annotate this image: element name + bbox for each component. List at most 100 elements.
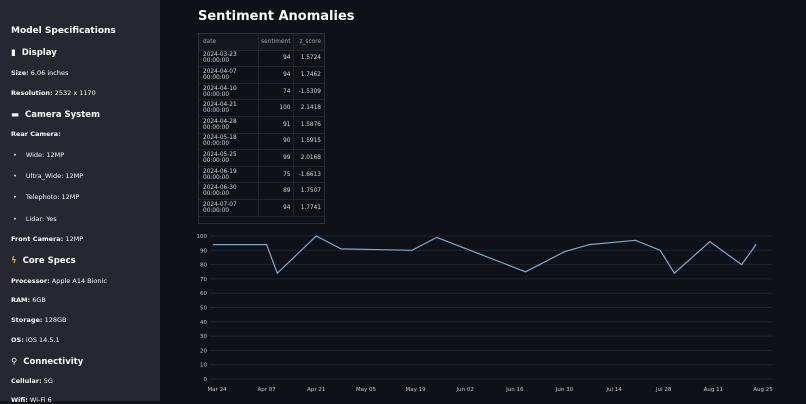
data-point — [709, 241, 711, 243]
list-item: Ultra_Wide: 12MP — [13, 172, 83, 180]
table-cell: 1.7741 — [293, 199, 324, 216]
y-tick-label: 20 — [200, 348, 207, 354]
table-row[interactable]: 2024-04-28 00:00:00 91 1.5876 — [199, 116, 324, 134]
table-cell: 1.5724 — [293, 50, 324, 67]
lightning-icon: ϟ — [11, 256, 17, 266]
table-cell: 89 — [258, 183, 293, 199]
column-header[interactable]: date — [203, 38, 217, 45]
table-row[interactable]: 2024-05-18 00:00:00 90 1.5915 — [199, 133, 324, 151]
data-point — [755, 243, 757, 246]
y-tick-label: 80 — [200, 263, 207, 269]
ram: RAM: 6GB — [11, 296, 46, 304]
table-cell: 2024-03-23 00:00:00 — [203, 52, 237, 65]
sidebar-title: Model Specifications — [11, 26, 116, 36]
table-cell: 2.1418 — [293, 100, 324, 116]
list-item: Wide: 12MP — [13, 151, 64, 159]
x-tick-label: Apr 07 — [258, 387, 277, 393]
column-header[interactable]: z_score — [293, 34, 324, 50]
front-camera: Front Camera: 12MP — [11, 235, 84, 243]
data-point — [212, 243, 215, 246]
satellite-icon: ⚲ — [11, 357, 18, 367]
table-header: date sentiment z_score — [199, 34, 324, 51]
list-item: Telephoto: 12MP — [13, 193, 79, 201]
camera-heading: ▬ Camera System — [11, 110, 100, 120]
table-cell: 2024-05-25 00:00:00 — [203, 151, 237, 164]
data-point — [673, 272, 675, 274]
sidebar: Model Specifications ▮ Display Size: 6.06… — [0, 0, 160, 404]
table-cell: 2024-04-10 00:00:00 — [203, 85, 237, 98]
list-item: Lidar: Yes — [13, 215, 57, 223]
data-point — [741, 264, 743, 266]
x-tick-label: Jun 16 — [505, 387, 524, 393]
table-row[interactable]: 2024-03-23 00:00:00 94 1.5724 — [199, 50, 324, 68]
x-tick-label: May 05 — [356, 387, 377, 393]
table-cell: 2024-05-18 00:00:00 — [203, 135, 237, 148]
table-cell: 90 — [258, 133, 293, 150]
data-point — [315, 235, 317, 237]
table-cell: 94 — [258, 199, 293, 216]
table-row[interactable]: 2024-04-21 00:00:00 100 2.1418 — [199, 100, 324, 117]
table-cell: 2024-06-19 00:00:00 — [203, 168, 237, 181]
data-point — [411, 249, 413, 251]
table-resize-handle[interactable] — [199, 217, 324, 223]
x-tick-label: Jul 14 — [605, 387, 622, 393]
y-tick-label: 50 — [200, 306, 207, 312]
table-row[interactable]: 2024-04-10 00:00:00 74 -1.5309 — [199, 83, 324, 101]
y-tick-label: 0 — [204, 377, 208, 383]
table-cell: 1.7507 — [293, 183, 324, 199]
y-tick-label: 90 — [200, 248, 207, 254]
sentiment-chart: 0 10 20 30 40 50 60 70 80 90 100 Mar 24 Apr 07 Apr 21… — [197, 234, 774, 393]
table-cell: 2024-04-21 00:00:00 — [203, 102, 237, 115]
x-tick-label: Aug 11 — [704, 387, 724, 393]
page-title: Sentiment Anomalies — [198, 9, 355, 24]
table-cell: 99 — [258, 150, 293, 166]
table-row[interactable]: 2024-04-07 00:00:00 94 1.7462 — [199, 67, 324, 84]
connectivity-heading: ⚲ Connectivity — [11, 357, 84, 367]
y-tick-label: 30 — [200, 334, 207, 340]
rear-camera-label: Rear Camera: — [11, 130, 61, 138]
table-cell: 2024-07-07 00:00:00 — [203, 201, 237, 214]
table-cell: 100 — [258, 100, 293, 116]
x-tick-label: Jun 02 — [456, 387, 474, 393]
table-row[interactable]: 2024-05-25 00:00:00 99 2.0168 — [199, 150, 324, 167]
x-tick-label: Jun 30 — [555, 387, 574, 393]
camera-icon: ▬ — [11, 110, 20, 120]
display-size: Size: 6.06 inches — [11, 69, 69, 77]
y-tick-label: 60 — [200, 291, 207, 297]
cellular: Cellular: 5G — [11, 377, 53, 385]
x-tick-label: Aug 25 — [753, 387, 773, 393]
table-cell: 74 — [258, 83, 293, 100]
table-cell: 94 — [258, 50, 293, 67]
wifi: Wifi: Wi-Fi 6 — [11, 396, 52, 404]
processor: Processor: Apple A14 Bionic — [11, 277, 107, 285]
table-row[interactable]: 2024-07-07 00:00:00 94 1.7741 — [199, 199, 324, 217]
table-cell: -1.5309 — [293, 83, 324, 100]
data-point — [588, 243, 590, 246]
column-header[interactable]: sentiment — [258, 34, 293, 50]
table-cell: 2024-06-30 00:00:00 — [203, 185, 237, 198]
data-point — [266, 243, 268, 246]
data-point — [659, 249, 661, 251]
table-cell: 94 — [258, 67, 293, 83]
anomalies-table[interactable]: date sentiment z_score 2024-03-23 00:00:… — [198, 33, 325, 224]
data-point — [634, 239, 636, 241]
table-row[interactable]: 2024-06-30 00:00:00 89 1.7507 — [199, 183, 324, 200]
y-tick-label: 10 — [200, 363, 207, 369]
table-cell: 91 — [258, 116, 293, 133]
mobile-phone-icon: ▮ — [11, 48, 16, 58]
table-row[interactable]: 2024-06-19 00:00:00 75 -1.6613 — [199, 166, 324, 184]
data-point — [436, 236, 438, 239]
table-cell: 2024-04-07 00:00:00 — [203, 68, 237, 81]
data-point — [524, 271, 527, 273]
y-tick-label: 100 — [197, 234, 208, 240]
x-tick-label: Mar 24 — [207, 387, 227, 393]
y-tick-label: 70 — [200, 277, 207, 283]
display-resolution: Resolution: 2532 x 1170 — [11, 89, 96, 97]
display-heading: ▮ Display — [11, 48, 57, 58]
x-tick-label: Jul 28 — [655, 387, 672, 393]
storage: Storage: 128GB — [11, 316, 67, 324]
table-cell: -1.6613 — [293, 166, 324, 183]
table-cell: 2.0168 — [293, 150, 324, 166]
x-tick-label: Apr 21 — [307, 387, 325, 393]
table-cell: 1.7462 — [293, 67, 324, 83]
